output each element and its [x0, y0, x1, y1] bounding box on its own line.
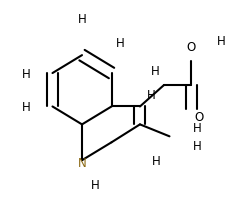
Text: O: O — [187, 41, 196, 54]
Text: N: N — [78, 156, 86, 169]
Text: H: H — [151, 65, 160, 78]
Text: H: H — [192, 140, 201, 153]
Text: H: H — [91, 178, 99, 191]
Text: H: H — [192, 122, 201, 135]
Text: H: H — [152, 155, 161, 167]
Text: O: O — [195, 110, 204, 123]
Text: H: H — [146, 89, 155, 102]
Text: H: H — [22, 100, 31, 113]
Text: H: H — [216, 35, 225, 48]
Text: H: H — [78, 13, 86, 26]
Text: H: H — [22, 67, 31, 80]
Text: H: H — [116, 37, 125, 50]
